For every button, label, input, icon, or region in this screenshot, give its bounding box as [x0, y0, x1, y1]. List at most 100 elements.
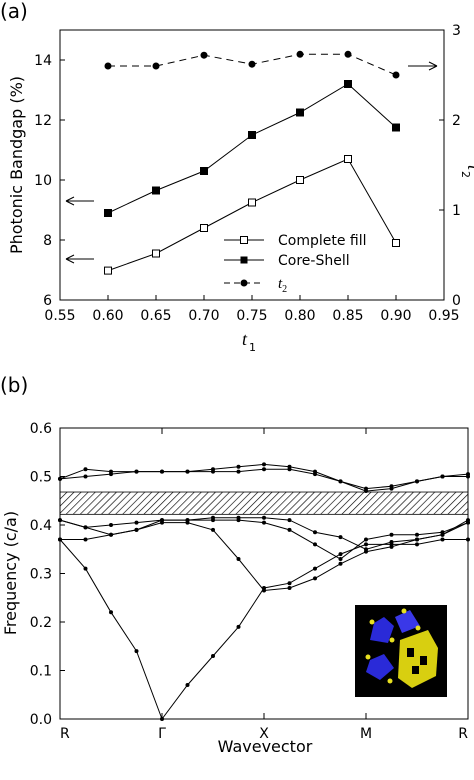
band-point: [211, 515, 215, 520]
x-tick-label: Γ: [158, 726, 166, 742]
photonic-bandgap-region: [59, 491, 469, 515]
data-point: [200, 224, 208, 232]
y-tick-label: 0.0: [30, 712, 52, 728]
x-tick-label: 0.65: [140, 308, 171, 324]
band-point: [83, 474, 88, 479]
band-point: [58, 476, 62, 481]
band-point: [236, 515, 241, 520]
panel-a-y2label: t 2: [459, 165, 474, 178]
x-tick-label: R: [458, 726, 468, 742]
data-point: [392, 123, 400, 132]
y-tick-label: 0.2: [30, 615, 52, 631]
data-point: [104, 209, 112, 217]
x-tick-label: 0.80: [284, 308, 315, 324]
band-point: [287, 518, 292, 523]
data-point: [152, 62, 160, 70]
y-tick-label: 0.4: [30, 518, 52, 534]
legend-item-core-shell: Core-Shell: [224, 253, 350, 269]
x-tick-label: M: [360, 726, 372, 742]
data-point: [296, 108, 304, 117]
band-point: [134, 520, 139, 525]
band-point: [389, 486, 394, 491]
data-point: [248, 131, 256, 139]
panel-a-label: (a): [0, 0, 28, 23]
y-tick-label: 6: [43, 293, 52, 309]
data-point: [392, 71, 400, 79]
panel-b-label: (b): [0, 373, 28, 397]
legend-label-t2: t2: [278, 276, 287, 295]
legend: Complete fill Core-Shell t2: [224, 233, 367, 295]
band-point: [109, 532, 113, 537]
panel-b-xlabel: Wavevector: [218, 737, 313, 756]
band-point: [287, 464, 292, 469]
band-point: [262, 462, 266, 467]
panel-a-y-ticks: 6 8 10 12 14: [34, 53, 65, 309]
panel-a-x-ticks: 0.55 0.60 0.65 0.70 0.75 0.80 0.85 0.90 0.95: [44, 295, 460, 324]
band-point: [466, 518, 470, 523]
x-tick-label: 0.60: [92, 308, 123, 324]
band-point: [236, 556, 241, 561]
panel-a-xlabel-sub: 1: [249, 341, 256, 354]
panel-a-y2label-sub: 2: [459, 171, 472, 178]
legend-label-core-shell: Core-Shell: [278, 253, 350, 269]
band-point: [338, 552, 343, 557]
band-point: [338, 556, 343, 561]
band-point: [415, 532, 419, 537]
y2-tick-label: 0: [452, 293, 461, 309]
left-axis-arrow-lower: [65, 254, 94, 264]
band-point: [389, 539, 394, 544]
band-point: [236, 469, 241, 474]
data-point: [248, 60, 256, 68]
band-point: [466, 537, 470, 542]
x-tick-label: 0.85: [332, 308, 363, 324]
band-point: [287, 581, 292, 586]
x-tick-label: 0.75: [236, 308, 267, 324]
band-point: [440, 537, 445, 542]
band-point: [313, 530, 317, 535]
panel-a-xlabel: t 1: [242, 329, 256, 354]
band-point: [415, 542, 419, 547]
band-point: [185, 683, 190, 688]
band-point: [389, 532, 394, 537]
band-point: [364, 547, 368, 552]
data-point: [296, 176, 304, 184]
data-point: [152, 186, 160, 195]
x-tick-label: 0.55: [44, 308, 75, 324]
series-line-1: [107, 83, 397, 214]
band-line-2: [59, 519, 469, 560]
data-point: [104, 266, 112, 275]
band-point: [236, 624, 241, 629]
band-point: [134, 649, 139, 654]
panel-a-xlabel-main: t: [242, 329, 248, 349]
y-tick-label: 12: [34, 113, 52, 129]
band-point: [440, 474, 445, 479]
y-tick-label: 0.6: [30, 421, 52, 437]
band-point: [364, 542, 368, 547]
band-point: [287, 527, 292, 532]
y-tick-label: 8: [43, 233, 52, 249]
band-point: [58, 518, 62, 523]
x-tick-label: 0.90: [380, 308, 411, 324]
panel-b-y-ticks: 0.0 0.1 0.2 0.3 0.4 0.5 0.6: [30, 421, 65, 728]
band-point: [338, 561, 343, 566]
y-tick-label: 0.1: [30, 664, 52, 680]
data-point: [200, 167, 208, 175]
band-point: [109, 610, 113, 615]
band-point: [262, 588, 266, 593]
panel-a-y2-ticks: 0 1 2 3: [439, 23, 461, 309]
x-tick-label: X: [259, 726, 269, 742]
band-point: [83, 467, 88, 472]
panel-b-band-series: [58, 462, 470, 721]
data-point: [104, 62, 112, 70]
x-tick-label: 0.70: [188, 308, 219, 324]
left-axis-arrow-upper: [65, 196, 94, 206]
band-point: [262, 520, 266, 525]
band-point: [160, 717, 164, 721]
yellow-network-shape: [398, 630, 438, 688]
band-line-4: [59, 468, 469, 490]
band-point: [389, 544, 394, 549]
band-point: [364, 489, 368, 494]
band-point: [83, 537, 88, 542]
legend-item-t2: t2: [224, 276, 287, 295]
